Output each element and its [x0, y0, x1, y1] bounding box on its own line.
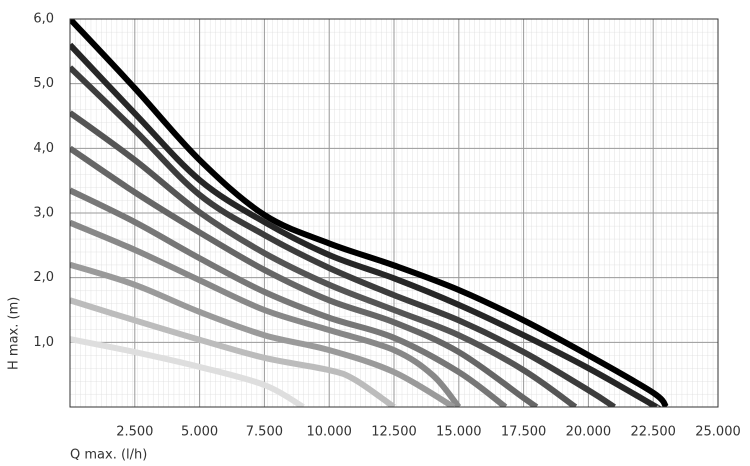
y-tick-label: 3,0: [33, 206, 54, 221]
x-tick-label: 5.000: [181, 425, 218, 440]
x-tick-label: 20.000: [566, 425, 612, 440]
pump-curve: [70, 110, 578, 407]
x-tick-label: 25.000: [695, 425, 741, 440]
x-tick-label: 12.500: [371, 425, 417, 440]
pump-curve: [70, 19, 669, 407]
pump-curve: [70, 65, 616, 407]
y-tick-label: 6,0: [33, 12, 54, 27]
pump-curve: [70, 297, 396, 407]
x-tick-label: 17.500: [501, 425, 547, 440]
x-tick-label: 22.500: [630, 425, 676, 440]
y-tick-label: 1,0: [33, 335, 54, 350]
y-axis-label: H max. (m): [7, 297, 22, 370]
x-tick-label: 7.500: [246, 425, 283, 440]
pump-curve: [70, 336, 305, 407]
x-tick-label: 10.000: [306, 425, 352, 440]
x-axis-label: Q max. (l/h): [70, 448, 147, 463]
pump-curve: [70, 187, 508, 407]
x-tick-label: 15.000: [436, 425, 482, 440]
y-tick-label: 2,0: [33, 270, 54, 285]
pump-curve: [70, 261, 456, 407]
y-tick-label: 5,0: [33, 76, 54, 91]
x-tick-label: 2.500: [116, 425, 153, 440]
pump-curve: [70, 145, 539, 407]
pump-curve: [70, 219, 462, 407]
plot-frame: [69, 18, 719, 408]
pump-curve: [70, 42, 662, 407]
y-tick-label: 4,0: [33, 141, 54, 156]
